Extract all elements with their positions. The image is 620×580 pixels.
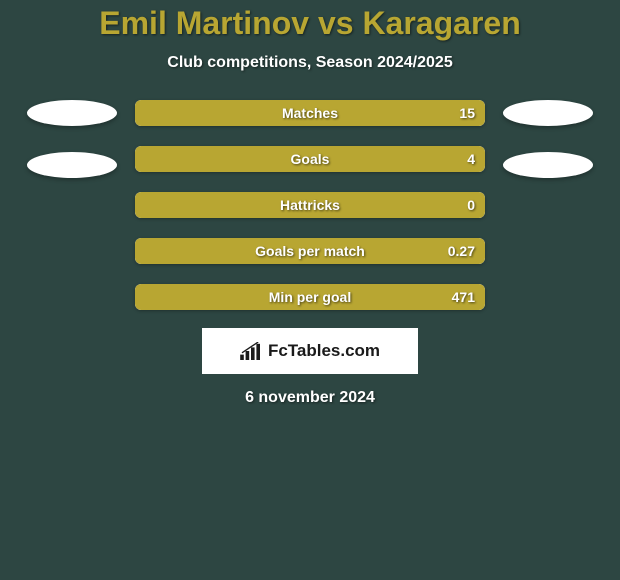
ellipse-decor <box>503 100 593 126</box>
stat-label: Goals <box>135 146 485 172</box>
left-ellipse-column <box>27 100 117 178</box>
stat-value: 471 <box>452 284 475 310</box>
stat-value: 4 <box>467 146 475 172</box>
ellipse-decor <box>27 152 117 178</box>
stat-label: Goals per match <box>135 238 485 264</box>
stat-value: 0.27 <box>448 238 475 264</box>
right-ellipse-column <box>503 100 593 178</box>
stat-label: Min per goal <box>135 284 485 310</box>
stat-value: 15 <box>459 100 475 126</box>
stat-row-goals-per-match: Goals per match 0.27 <box>135 238 485 264</box>
subtitle: Club competitions, Season 2024/2025 <box>0 54 620 72</box>
player2-name: Karagaren <box>362 5 520 41</box>
ellipse-decor <box>27 100 117 126</box>
stats-area: Matches 15 Goals 4 Hattricks 0 Goals per… <box>0 100 620 310</box>
date: 6 november 2024 <box>0 389 620 407</box>
logo-text: FcTables.com <box>268 341 380 361</box>
stat-row-matches: Matches 15 <box>135 100 485 126</box>
stat-label: Matches <box>135 100 485 126</box>
stat-label: Hattricks <box>135 192 485 218</box>
stats-card: Emil Martinov vs Karagaren Club competit… <box>0 0 620 407</box>
chart-icon <box>240 342 262 360</box>
page-title: Emil Martinov vs Karagaren <box>0 5 620 42</box>
stat-row-hattricks: Hattricks 0 <box>135 192 485 218</box>
logo-box: FcTables.com <box>202 328 418 374</box>
stat-rows: Matches 15 Goals 4 Hattricks 0 Goals per… <box>135 100 485 310</box>
ellipse-decor <box>503 152 593 178</box>
player1-name: Emil Martinov <box>99 5 309 41</box>
stat-value: 0 <box>467 192 475 218</box>
stat-row-min-per-goal: Min per goal 471 <box>135 284 485 310</box>
title-separator: vs <box>318 5 354 41</box>
stat-row-goals: Goals 4 <box>135 146 485 172</box>
